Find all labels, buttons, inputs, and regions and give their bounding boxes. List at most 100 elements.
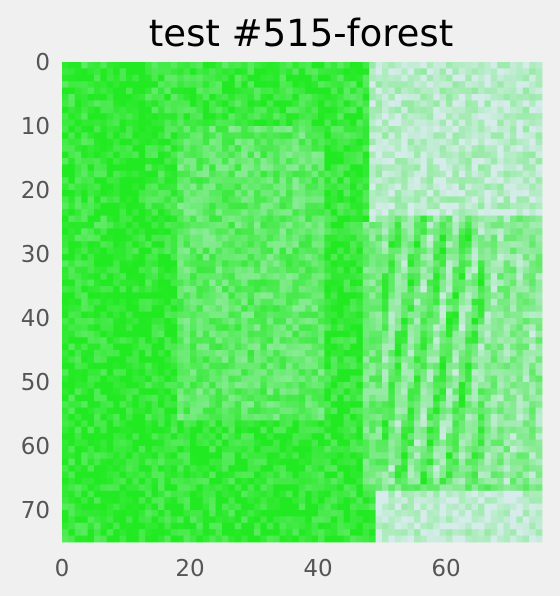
heatmap-cell <box>375 177 383 184</box>
heatmap-cell <box>286 305 293 312</box>
heatmap-cell <box>420 209 428 216</box>
heatmap-cell <box>516 215 524 223</box>
heatmap-cell <box>369 350 376 357</box>
heatmap-cell <box>388 318 396 325</box>
heatmap-cell <box>215 407 223 415</box>
heatmap-cell <box>420 196 428 204</box>
heatmap-cell <box>362 177 370 184</box>
heatmap-cell <box>382 311 389 319</box>
heatmap-cell <box>414 394 421 402</box>
heatmap-cell <box>516 286 524 293</box>
heatmap-cell <box>132 62 140 69</box>
heatmap-cell <box>298 343 306 351</box>
heatmap-cell <box>388 241 396 248</box>
heatmap-cell <box>522 241 530 248</box>
heatmap-cell <box>478 324 485 332</box>
heatmap-cell <box>209 452 216 460</box>
heatmap-cell <box>286 465 293 472</box>
heatmap-cell <box>292 382 300 389</box>
heatmap-cell <box>62 337 69 344</box>
heatmap-cell <box>516 241 524 248</box>
heatmap-cell <box>484 318 492 325</box>
heatmap-cell <box>375 215 383 223</box>
heatmap-cell <box>305 292 312 300</box>
heatmap-cell <box>510 324 517 332</box>
heatmap-cell <box>151 273 159 280</box>
heatmap-cell <box>510 343 517 351</box>
heatmap-cell <box>350 106 357 114</box>
heatmap-cell <box>388 439 396 447</box>
heatmap-cell <box>318 484 325 492</box>
heatmap-cell <box>94 343 101 351</box>
heatmap-cell <box>202 350 210 357</box>
heatmap-cell <box>132 356 140 364</box>
heatmap-cell <box>266 183 274 191</box>
heatmap-cell <box>350 337 357 344</box>
heatmap-cell <box>330 369 338 376</box>
heatmap-cell <box>132 183 140 191</box>
heatmap-cell <box>382 145 389 152</box>
heatmap-cell <box>164 260 172 268</box>
heatmap-cell <box>529 81 536 88</box>
heatmap-cell <box>74 164 82 172</box>
heatmap-cell <box>407 138 415 146</box>
heatmap-cell <box>222 298 229 306</box>
heatmap-cell <box>209 145 216 152</box>
heatmap-cell <box>170 298 178 306</box>
heatmap-cell <box>426 151 434 159</box>
heatmap-cell <box>81 215 88 223</box>
heatmap-cell <box>471 369 479 376</box>
heatmap-cell <box>222 458 229 466</box>
heatmap-cell <box>407 151 415 159</box>
heatmap-cell <box>414 164 421 172</box>
heatmap-cell <box>158 106 165 114</box>
heatmap-cell <box>138 202 146 210</box>
heatmap-cell <box>234 266 242 274</box>
heatmap-cell <box>279 465 287 472</box>
heatmap-cell <box>81 401 88 408</box>
heatmap-cell <box>164 273 172 280</box>
heatmap-cell <box>401 311 408 319</box>
heatmap-cell <box>298 458 306 466</box>
heatmap-cell <box>535 350 543 357</box>
heatmap-cell <box>503 100 511 108</box>
heatmap-cell <box>209 324 216 332</box>
heatmap-cell <box>202 478 210 485</box>
heatmap-cell <box>452 330 460 338</box>
heatmap-cell <box>369 407 376 415</box>
heatmap-cell <box>68 228 76 236</box>
heatmap-cell <box>516 94 524 101</box>
heatmap-cell <box>439 318 447 325</box>
heatmap-cell <box>401 369 408 376</box>
heatmap-cell <box>465 401 472 408</box>
heatmap-cell <box>74 305 82 312</box>
heatmap-cell <box>522 337 530 344</box>
heatmap-cell <box>414 126 421 133</box>
heatmap-cell <box>292 433 300 440</box>
heatmap-cell <box>503 311 511 319</box>
heatmap-cell <box>247 254 255 261</box>
heatmap-cell <box>433 164 440 172</box>
heatmap-cell <box>145 183 152 191</box>
heatmap-cell <box>113 458 120 466</box>
heatmap-cell <box>151 311 159 319</box>
heatmap-cell <box>446 452 453 460</box>
heatmap-cell <box>388 254 396 261</box>
heatmap-cell <box>426 446 434 453</box>
heatmap-cell <box>478 407 485 415</box>
heatmap-cell <box>433 119 440 127</box>
heatmap-cell <box>433 260 440 268</box>
heatmap-cell <box>279 407 287 415</box>
heatmap-cell <box>478 81 485 88</box>
heatmap-cell <box>311 401 319 408</box>
heatmap-cell <box>286 183 293 191</box>
heatmap-cell <box>497 215 504 223</box>
heatmap-cell <box>279 190 287 197</box>
heatmap-cell <box>535 433 543 440</box>
heatmap-cell <box>286 62 293 69</box>
heatmap-cell <box>183 452 191 460</box>
heatmap-cell <box>324 273 332 280</box>
heatmap-cell <box>478 273 485 280</box>
heatmap-cell <box>433 471 440 479</box>
heatmap-cell <box>458 286 466 293</box>
